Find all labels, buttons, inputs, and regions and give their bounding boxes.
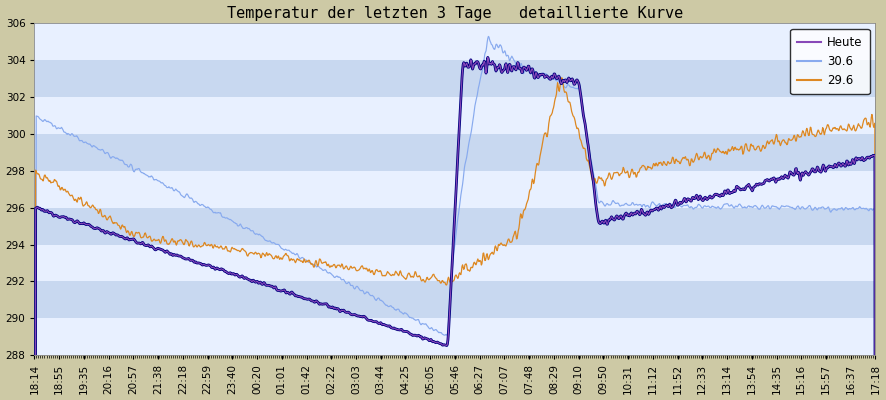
Bar [35, 318, 875, 355]
Title: Temperatur der letzten 3 Tage   detaillierte Kurve: Temperatur der letzten 3 Tage detaillier… [227, 6, 683, 20]
Bar [35, 97, 875, 134]
Legend: Heute, 30.6, 29.6: Heute, 30.6, 29.6 [790, 29, 869, 94]
Bar [35, 208, 875, 244]
Bar [35, 23, 875, 60]
Bar [35, 171, 875, 208]
Bar [35, 282, 875, 318]
Bar [35, 134, 875, 171]
Bar [35, 244, 875, 282]
Bar [35, 60, 875, 97]
